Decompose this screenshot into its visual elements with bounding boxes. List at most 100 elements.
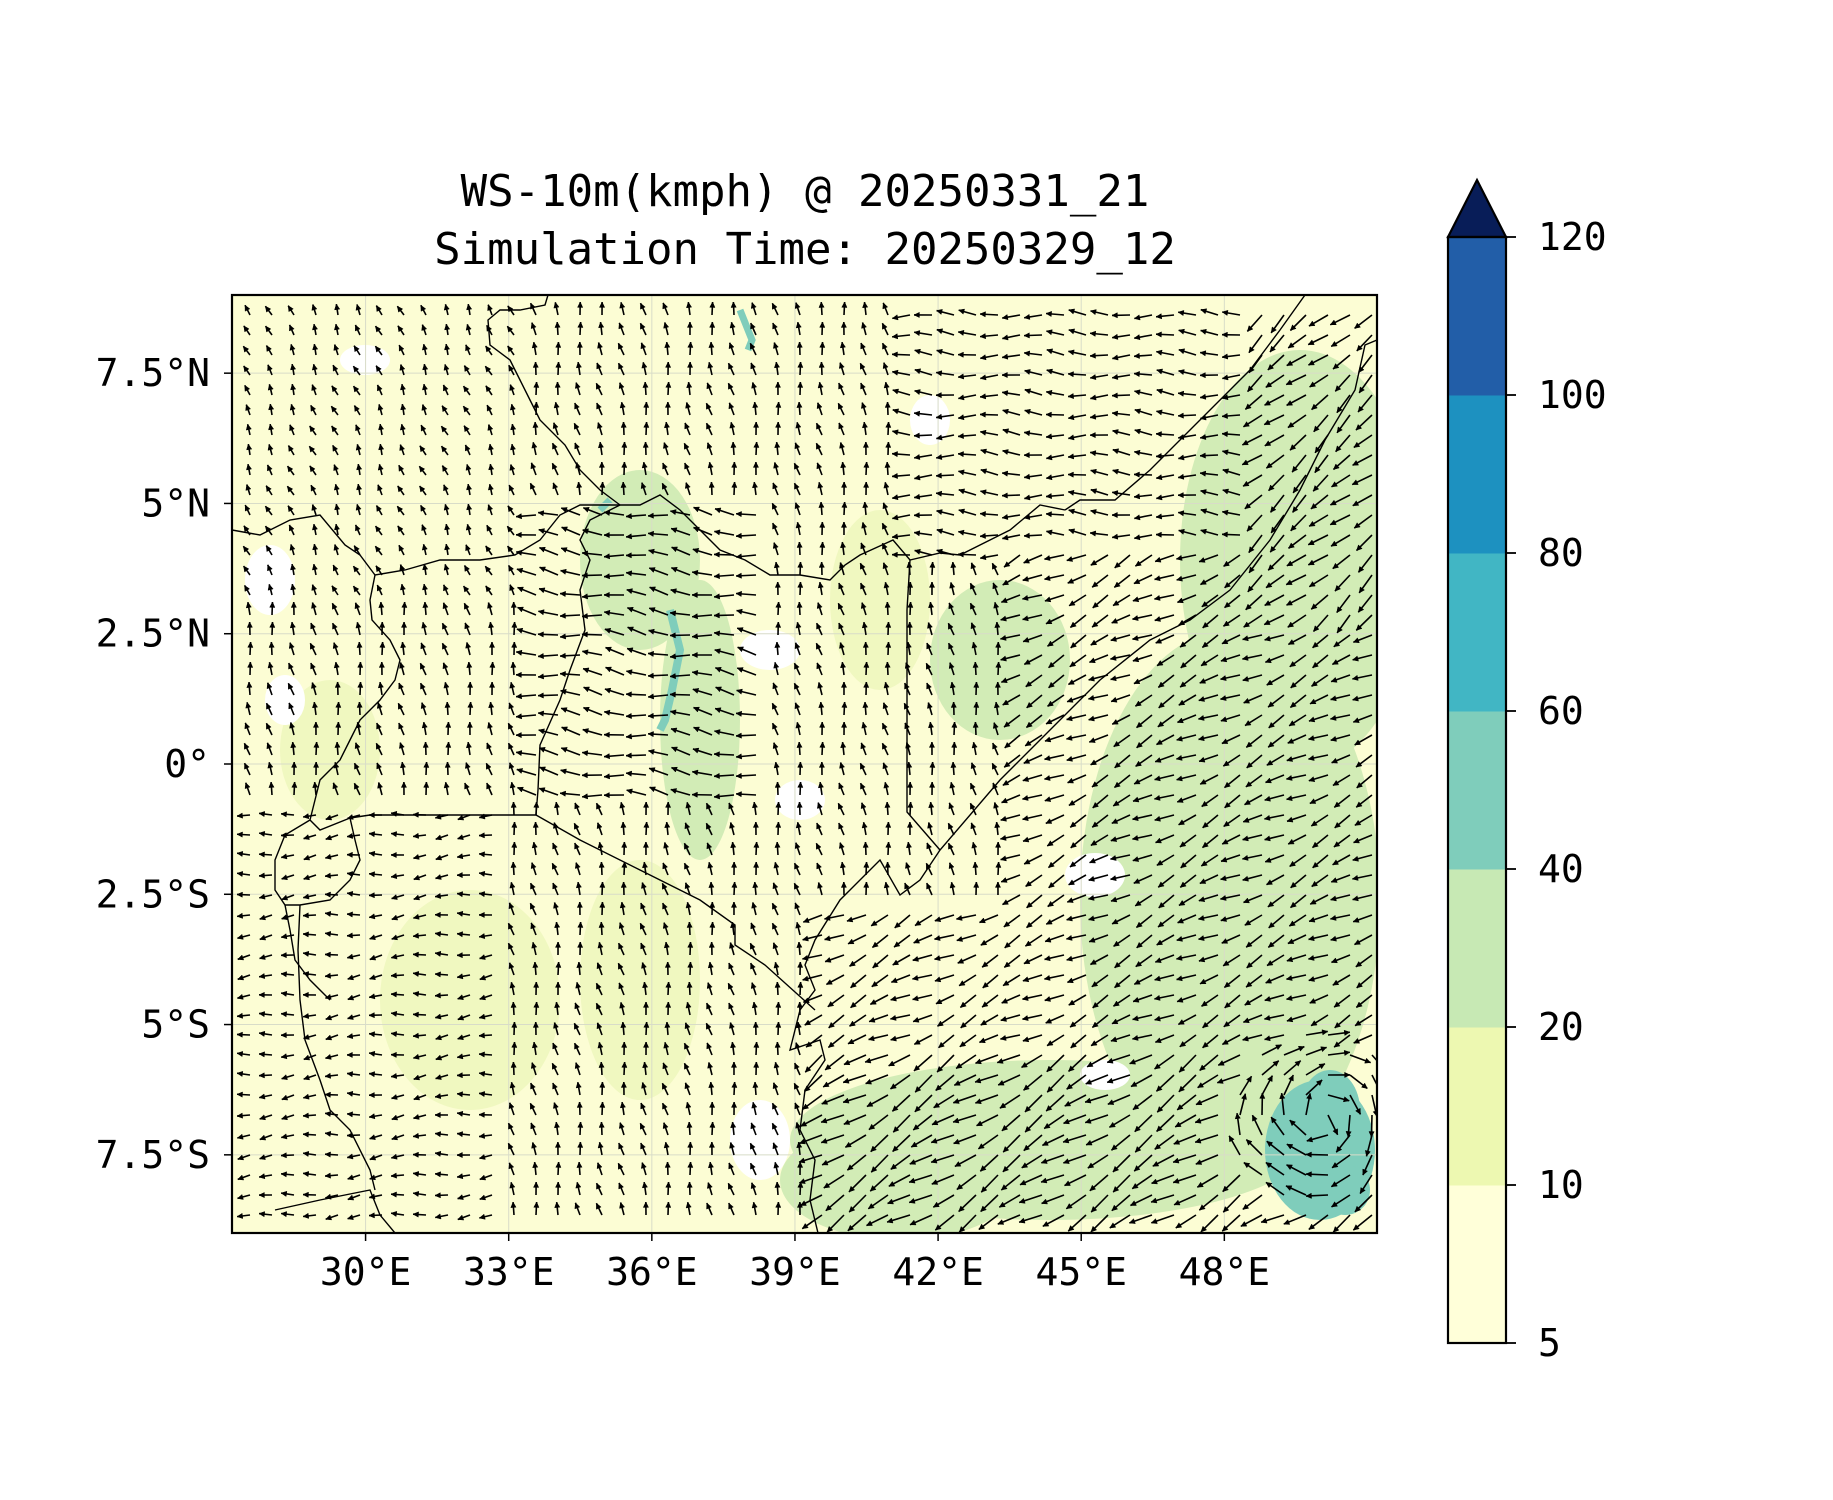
wind-arrow — [554, 321, 561, 336]
wind-arrow — [1000, 614, 1021, 622]
wind-arrow — [510, 661, 517, 676]
wind-arrow — [1289, 694, 1307, 709]
wind-arrow — [727, 382, 735, 396]
wind-arrow — [1241, 454, 1263, 466]
x-tick-label: 33°E — [463, 1250, 555, 1294]
wind-arrow — [796, 601, 803, 616]
shade-calm — [730, 1100, 790, 1180]
wind-arrow — [352, 365, 361, 376]
wind-arrow — [995, 661, 1002, 676]
wind-arrow — [841, 501, 848, 516]
wind-arrow — [1178, 694, 1197, 706]
wind-arrow — [378, 443, 385, 456]
wind-arrow — [1088, 654, 1109, 664]
wind-arrow — [552, 422, 559, 436]
wind-arrow — [913, 530, 933, 537]
wind-arrow — [1267, 694, 1285, 708]
wind-arrow — [1001, 449, 1021, 456]
wind-arrow — [443, 363, 450, 376]
wind-arrow — [289, 424, 295, 436]
wind-arrow — [245, 404, 252, 416]
shade-moderate — [580, 470, 700, 650]
wind-arrow — [1155, 452, 1175, 459]
wind-arrow — [1177, 492, 1197, 499]
wind-arrow — [925, 662, 933, 676]
wind-arrow — [749, 342, 757, 356]
wind-arrow — [515, 531, 537, 538]
wind-arrow — [378, 661, 385, 676]
wind-arrow — [267, 364, 273, 376]
wind-arrow — [1001, 492, 1021, 499]
wind-arrow — [488, 443, 494, 456]
wind-arrow — [706, 442, 713, 456]
wind-arrow — [486, 404, 493, 416]
wind-arrow — [401, 621, 408, 636]
wind-arrow — [1329, 314, 1351, 326]
wind-arrow — [1287, 414, 1307, 429]
wind-arrow — [377, 681, 384, 696]
wind-arrow — [1248, 534, 1263, 554]
wind-arrow — [421, 621, 428, 636]
wind-arrow — [979, 333, 999, 340]
wind-arrow — [560, 507, 581, 516]
wind-arrow — [1199, 574, 1219, 586]
x-tick-label: 42°E — [892, 1250, 984, 1294]
wind-arrow — [1202, 614, 1219, 629]
wind-arrow — [243, 525, 251, 536]
wind-arrow — [265, 344, 273, 356]
wind-arrow — [354, 602, 361, 616]
wind-arrow — [957, 394, 977, 401]
colorbar-segment — [1448, 395, 1506, 554]
wind-arrow — [555, 341, 562, 356]
wind-arrow — [1312, 634, 1329, 649]
wind-arrow — [1176, 574, 1197, 582]
wind-arrow — [862, 501, 869, 516]
wind-arrow — [422, 583, 429, 596]
wind-arrow — [1133, 471, 1153, 478]
wind-arrow — [489, 661, 496, 676]
wind-arrow — [1067, 574, 1087, 584]
wind-arrow — [399, 363, 406, 376]
wind-arrow — [264, 325, 273, 336]
wind-arrow — [516, 586, 537, 596]
wind-arrow — [267, 443, 274, 456]
wind-arrow — [839, 341, 846, 356]
wind-arrow — [1222, 614, 1241, 627]
wind-arrow — [529, 302, 537, 316]
wind-arrow — [1354, 314, 1373, 330]
wind-arrow — [597, 341, 603, 356]
wind-arrow — [691, 591, 713, 598]
wind-arrow — [928, 601, 935, 616]
wind-arrow — [1241, 434, 1263, 446]
wind-arrow — [1045, 389, 1065, 396]
wind-arrow — [817, 481, 824, 496]
wind-arrow — [913, 493, 933, 500]
wind-arrow — [399, 423, 406, 436]
wind-arrow — [1177, 454, 1197, 461]
wind-arrow — [582, 528, 603, 536]
wind-arrow — [244, 504, 251, 516]
wind-arrow — [1221, 412, 1241, 419]
wind-arrow — [1155, 494, 1175, 501]
wind-arrow — [399, 564, 406, 576]
wind-arrow — [487, 483, 494, 496]
wind-arrow — [443, 563, 450, 576]
wind-arrow — [287, 305, 295, 316]
wind-arrow — [266, 464, 273, 476]
wind-arrow — [1200, 508, 1219, 516]
wind-arrow — [819, 341, 826, 356]
wind-arrow — [861, 521, 868, 536]
wind-arrow — [1177, 390, 1197, 397]
wind-arrow — [1355, 414, 1373, 431]
wind-arrow — [444, 543, 451, 556]
wind-arrow — [1200, 654, 1219, 667]
wind-arrow — [466, 661, 473, 676]
wind-arrow — [619, 401, 626, 416]
wind-arrow — [1178, 328, 1197, 336]
wind-arrow — [1265, 454, 1285, 469]
wind-arrow — [246, 443, 253, 456]
wind-arrow — [797, 361, 804, 376]
wind-arrow — [555, 361, 562, 376]
wind-arrow — [686, 381, 693, 396]
